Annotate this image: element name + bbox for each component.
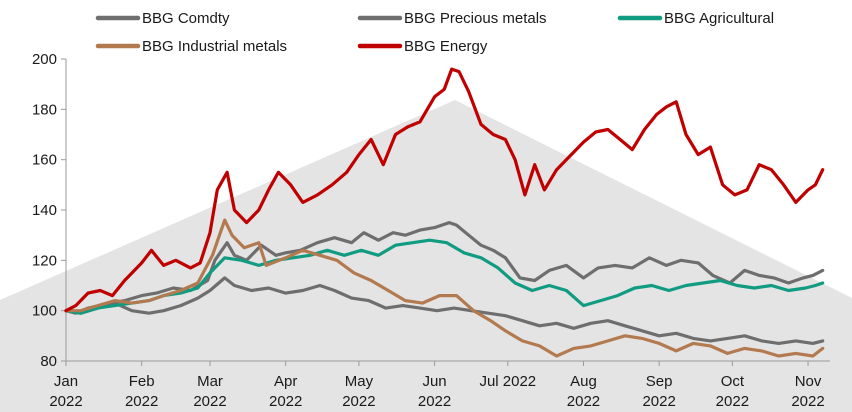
legend-item-bbg-precious-metals: BBG Precious metals — [357, 10, 547, 27]
legend-label: BBG Industrial metals — [142, 38, 287, 55]
series-line-bbg-energy — [64, 67, 825, 313]
x-tick-label-month: Jan — [54, 373, 78, 390]
x-tick-label-year: 2022 — [567, 393, 600, 410]
x-tick-label-month: Mar — [197, 373, 223, 390]
x-axis: Jan 2022 Feb 2022 Mar 2022 Apr 2022 May 2022 Jun 20… — [49, 360, 830, 410]
y-tick-label: 200 — [32, 51, 57, 68]
x-tick-label-year: 2022 — [269, 393, 302, 410]
x-tick-label-year: 2022 — [125, 393, 158, 410]
legend-item-bbg-agricultural: BBG Agricultural — [617, 10, 774, 27]
series-line-bbg-agricultural — [64, 238, 825, 315]
legend-item-bbg-comdty: BBG Comdty — [95, 10, 230, 27]
x-tick-label-year: 2022 — [193, 393, 226, 410]
x-tick-label-month: Apr — [274, 373, 297, 390]
y-tick-label: 160 — [32, 152, 57, 169]
legend: BBG Comdty BBG Precious metals BBG Agricul… — [95, 10, 774, 55]
legend-label: BBG Precious metals — [404, 10, 547, 27]
legend-label: BBG Agricultural — [664, 10, 774, 27]
series-layer — [64, 67, 825, 358]
x-tick-label-month: Nov — [795, 373, 822, 390]
x-tick-label-month: Sep — [646, 373, 673, 390]
background-triangle-shape — [0, 100, 852, 412]
legend-label: BBG Comdty — [142, 10, 230, 27]
x-tick-label-year: 2022 — [342, 393, 375, 410]
x-tick-label-month: Jul 2022 — [479, 373, 536, 390]
x-tick-label-month: Feb — [129, 373, 155, 390]
x-tick-label-year: 2022 — [791, 393, 824, 410]
y-tick-label: 140 — [32, 202, 57, 219]
legend-item-bbg-industrial-metals: BBG Industrial metals — [95, 38, 287, 55]
series-line-bbg-precious-metals — [64, 276, 825, 345]
x-tick-label-year: 2022 — [716, 393, 749, 410]
x-tick-label-month: Jun — [422, 373, 446, 390]
legend-item-bbg-energy: BBG Energy — [357, 38, 488, 55]
y-tick-label: 100 — [32, 303, 57, 320]
y-axis: 80 100 120 140 160 180 200 — [32, 51, 67, 370]
y-tick-label: 180 — [32, 101, 57, 118]
x-tick-label-month: Aug — [570, 373, 597, 390]
y-tick-label: 80 — [40, 353, 57, 370]
x-tick-label-year: 2022 — [49, 393, 82, 410]
x-tick-label-month: Oct — [721, 373, 745, 390]
x-tick-label-year: 2022 — [418, 393, 451, 410]
legend-label: BBG Energy — [404, 38, 488, 55]
y-tick-label: 120 — [32, 252, 57, 269]
series-line-bbg-industrial-metals — [64, 218, 825, 358]
x-tick-label-month: May — [345, 373, 374, 390]
x-tick-label-year: 2022 — [642, 393, 675, 410]
